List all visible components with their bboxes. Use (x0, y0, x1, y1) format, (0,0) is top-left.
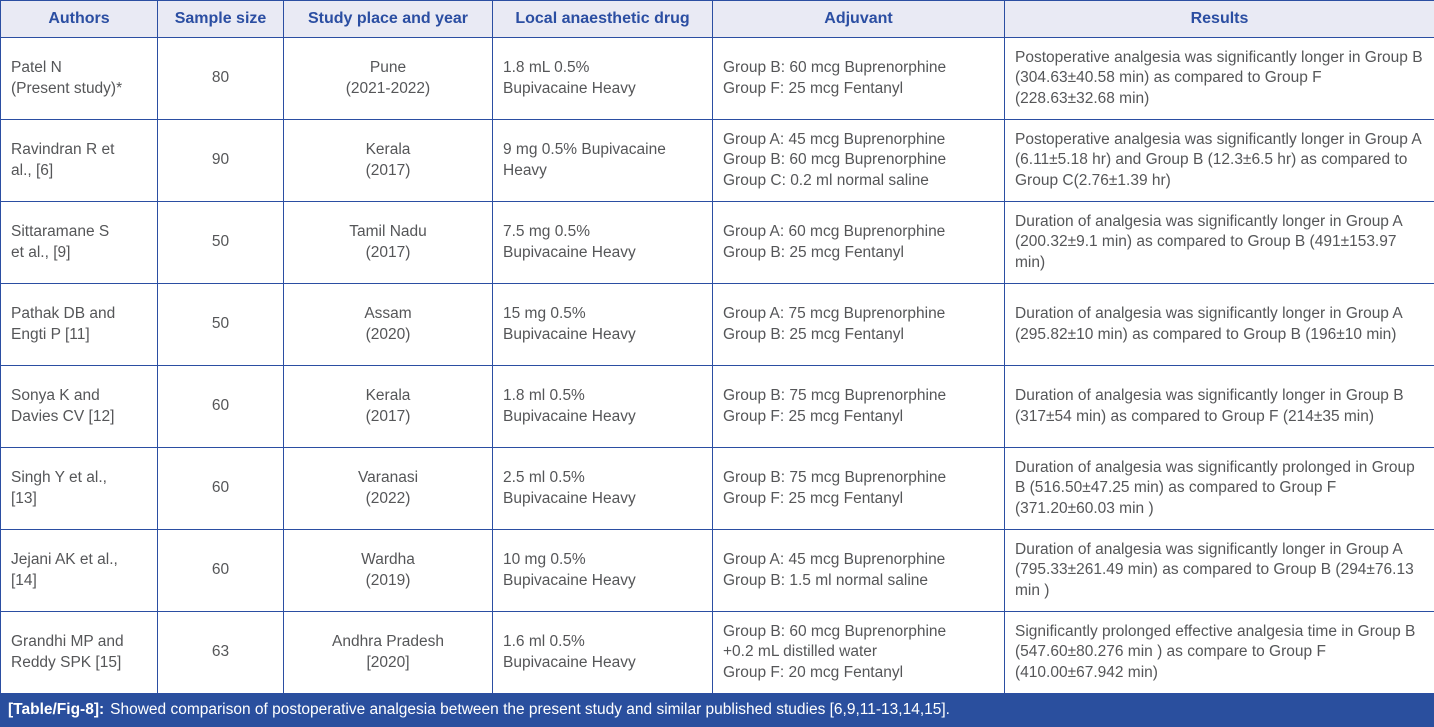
cell-sample-size: 50 (157, 283, 284, 366)
cell-authors: Pathak DB and Engti P [11] (0, 283, 158, 366)
cell-adjuvant: Group B: 75 mcg Buprenorphine Group F: 2… (712, 447, 1005, 530)
header-row: Authors Sample size Study place and year… (0, 0, 1434, 38)
cell-results: Duration of analgesia was significantly … (1004, 201, 1434, 284)
caption-label: [Table/Fig-8]: (8, 701, 105, 719)
column-header-drug: Local anaesthetic drug (492, 0, 713, 38)
cell-authors: Jejani AK et al., [14] (0, 529, 158, 612)
cell-study-place: Kerala (2017) (283, 365, 493, 448)
table-row: Jejani AK et al., [14] 60 Wardha (2019) … (0, 529, 1434, 612)
cell-authors: Sonya K and Davies CV [12] (0, 365, 158, 448)
cell-drug: 9 mg 0.5% Bupivacaine Heavy (492, 119, 713, 202)
cell-adjuvant: Group A: 75 mcg Buprenorphine Group B: 2… (712, 283, 1005, 366)
comparison-table: Authors Sample size Study place and year… (0, 0, 1434, 694)
cell-drug: 1.8 ml 0.5% Bupivacaine Heavy (492, 365, 713, 448)
cell-sample-size: 80 (157, 37, 284, 120)
cell-sample-size: 90 (157, 119, 284, 202)
table-row: Grandhi MP and Reddy SPK [15] 63 Andhra … (0, 611, 1434, 694)
cell-adjuvant: Group A: 60 mcg Buprenorphine Group B: 2… (712, 201, 1005, 284)
cell-results: Duration of analgesia was significantly … (1004, 529, 1434, 612)
cell-sample-size: 63 (157, 611, 284, 694)
cell-drug: 2.5 ml 0.5% Bupivacaine Heavy (492, 447, 713, 530)
cell-study-place: Andhra Pradesh [2020] (283, 611, 493, 694)
cell-results: Duration of analgesia was significantly … (1004, 447, 1434, 530)
cell-adjuvant: Group A: 45 mcg Buprenorphine Group B: 1… (712, 529, 1005, 612)
cell-study-place: Assam (2020) (283, 283, 493, 366)
cell-study-place: Pune (2021-2022) (283, 37, 493, 120)
cell-sample-size: 60 (157, 447, 284, 530)
cell-sample-size: 60 (157, 529, 284, 612)
cell-authors: Singh Y et al., [13] (0, 447, 158, 530)
cell-adjuvant: Group B: 75 mcg Buprenorphine Group F: 2… (712, 365, 1005, 448)
caption-text: Showed comparison of postoperative analg… (110, 701, 950, 719)
cell-results: Postoperative analgesia was significantl… (1004, 119, 1434, 202)
table-row: Sonya K and Davies CV [12] 60 Kerala (20… (0, 365, 1434, 448)
cell-authors: Sittaramane S et al., [9] (0, 201, 158, 284)
table-header: Authors Sample size Study place and year… (0, 0, 1434, 38)
cell-drug: 10 mg 0.5% Bupivacaine Heavy (492, 529, 713, 612)
cell-authors: Patel N (Present study)* (0, 37, 158, 120)
cell-adjuvant: Group B: 60 mcg Buprenorphine Group F: 2… (712, 37, 1005, 120)
cell-adjuvant: Group B: 60 mcg Buprenorphine +0.2 mL di… (712, 611, 1005, 694)
cell-authors: Ravindran R et al., [6] (0, 119, 158, 202)
column-header-sample-size: Sample size (157, 0, 284, 38)
column-header-study-place: Study place and year (283, 0, 493, 38)
cell-study-place: Kerala (2017) (283, 119, 493, 202)
table-row: Ravindran R et al., [6] 90 Kerala (2017)… (0, 119, 1434, 202)
cell-results: Postoperative analgesia was significantl… (1004, 37, 1434, 120)
table-row: Patel N (Present study)* 80 Pune (2021-2… (0, 37, 1434, 120)
cell-study-place: Varanasi (2022) (283, 447, 493, 530)
cell-drug: 15 mg 0.5% Bupivacaine Heavy (492, 283, 713, 366)
cell-sample-size: 50 (157, 201, 284, 284)
table-body: Patel N (Present study)* 80 Pune (2021-2… (0, 37, 1434, 694)
column-header-authors: Authors (0, 0, 158, 38)
cell-authors: Grandhi MP and Reddy SPK [15] (0, 611, 158, 694)
column-header-adjuvant: Adjuvant (712, 0, 1005, 38)
cell-results: Duration of analgesia was significantly … (1004, 365, 1434, 448)
cell-results: Duration of analgesia was significantly … (1004, 283, 1434, 366)
table-row: Sittaramane S et al., [9] 50 Tamil Nadu … (0, 201, 1434, 284)
cell-study-place: Tamil Nadu (2017) (283, 201, 493, 284)
column-header-results: Results (1004, 0, 1434, 38)
cell-drug: 1.6 ml 0.5% Bupivacaine Heavy (492, 611, 713, 694)
cell-drug: 7.5 mg 0.5% Bupivacaine Heavy (492, 201, 713, 284)
cell-drug: 1.8 mL 0.5% Bupivacaine Heavy (492, 37, 713, 120)
cell-study-place: Wardha (2019) (283, 529, 493, 612)
table-caption-bar: [Table/Fig-8]: Showed comparison of post… (0, 694, 1434, 727)
cell-sample-size: 60 (157, 365, 284, 448)
table-row: Singh Y et al., [13] 60 Varanasi (2022) … (0, 447, 1434, 530)
cell-results: Significantly prolonged effective analge… (1004, 611, 1434, 694)
table-row: Pathak DB and Engti P [11] 50 Assam (202… (0, 283, 1434, 366)
cell-adjuvant: Group A: 45 mcg Buprenorphine Group B: 6… (712, 119, 1005, 202)
